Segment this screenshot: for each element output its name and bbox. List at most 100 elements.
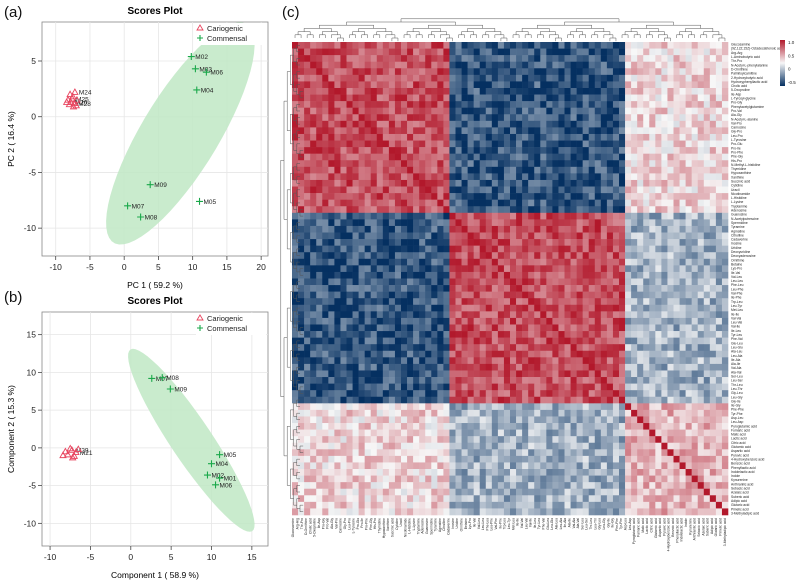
x-tick-label: 20 [256, 262, 266, 272]
heatmap-cell [613, 436, 619, 443]
heatmap-cell [516, 324, 522, 331]
heatmap-cell [377, 101, 383, 108]
heatmap-cell [347, 279, 353, 286]
heatmap-cell [649, 469, 655, 476]
heatmap-cell [425, 167, 431, 174]
heatmap-cell [510, 141, 516, 148]
heatmap-cell [631, 344, 637, 351]
heatmap-cell [680, 213, 686, 220]
heatmap-cell [322, 101, 328, 108]
heatmap-cell [698, 292, 704, 299]
heatmap-cell [449, 167, 455, 174]
heatmap-cell [516, 108, 522, 115]
heatmap-cell [710, 101, 716, 108]
heatmap-cell [498, 81, 504, 88]
heatmap-cell [498, 344, 504, 351]
heatmap-cell [480, 265, 486, 272]
heatmap-cell [310, 397, 316, 404]
heatmap-cell [328, 364, 334, 371]
heatmap-cell [383, 370, 389, 377]
heatmap-cell [322, 462, 328, 469]
heatmap-cell [686, 75, 692, 82]
heatmap-cell [546, 252, 552, 259]
heatmap-cell [334, 68, 340, 75]
heatmap-cell [340, 377, 346, 384]
heatmap-cell [577, 213, 583, 220]
heatmap-cell [377, 187, 383, 194]
heatmap-cell [577, 121, 583, 128]
heatmap-cell [456, 390, 462, 397]
heatmap-cell [516, 62, 522, 69]
heatmap-cell [680, 193, 686, 200]
heatmap-cell [716, 101, 722, 108]
heatmap-cell [316, 377, 322, 384]
heatmap-cell [558, 272, 564, 279]
heatmap-cell [698, 121, 704, 128]
heatmap-cell [340, 147, 346, 154]
heatmap-cell [401, 462, 407, 469]
heatmap-cell [365, 68, 371, 75]
heatmap-cell [583, 75, 589, 82]
heatmap-cell [571, 147, 577, 154]
heatmap-cell [577, 311, 583, 318]
heatmap-cell [534, 384, 540, 391]
heatmap-cell [462, 364, 468, 371]
heatmap-cell [340, 68, 346, 75]
heatmap-cell [480, 187, 486, 194]
heatmap-cell [462, 95, 468, 102]
heatmap-cell [613, 42, 619, 49]
heatmap-cell [462, 436, 468, 443]
heatmap-cell [413, 160, 419, 167]
heatmap-cell [552, 265, 558, 272]
heatmap-cell [334, 265, 340, 272]
heatmap-cell [371, 364, 377, 371]
heatmap-cell [674, 160, 680, 167]
heatmap-cell [692, 410, 698, 417]
heatmap-cell [304, 430, 310, 437]
heatmap-cell [571, 88, 577, 95]
heatmap-cell [667, 265, 673, 272]
point-label: M05 [224, 452, 237, 459]
heatmap-cell [486, 213, 492, 220]
heatmap-cell [340, 233, 346, 240]
heatmap-cell [552, 42, 558, 49]
heatmap-cell [419, 160, 425, 167]
heatmap-cell [498, 180, 504, 187]
heatmap-cell [692, 121, 698, 128]
heatmap-cell [595, 233, 601, 240]
heatmap-cell [468, 193, 474, 200]
heatmap-cell [443, 305, 449, 312]
heatmap-cell [510, 344, 516, 351]
heatmap-cell [595, 226, 601, 233]
heatmap-cell [601, 206, 607, 213]
heatmap-cell [667, 49, 673, 56]
heatmap-cell [528, 311, 534, 318]
heatmap-cell [443, 88, 449, 95]
chart-title: Scores Plot [127, 6, 183, 17]
heatmap-cell [456, 259, 462, 266]
heatmap-cell [413, 55, 419, 62]
heatmap-cell [347, 344, 353, 351]
heatmap-cell [474, 154, 480, 161]
heatmap-cell [540, 476, 546, 483]
heatmap-cell [516, 364, 522, 371]
heatmap-cell [389, 318, 395, 325]
heatmap-cell [383, 351, 389, 358]
heatmap-cell [498, 351, 504, 358]
heatmap-cell [716, 298, 722, 305]
heatmap-cell [340, 272, 346, 279]
heatmap-cell [631, 357, 637, 364]
heatmap-cell [353, 49, 359, 56]
heatmap-cell [322, 370, 328, 377]
heatmap-cell [413, 62, 419, 69]
heatmap-cell [383, 173, 389, 180]
heatmap-cell [425, 351, 431, 358]
heatmap-cell [486, 200, 492, 207]
legend-label: Cariogenic [207, 24, 243, 33]
heatmap-cell [546, 436, 552, 443]
heatmap-cell [462, 370, 468, 377]
heatmap-cell [583, 108, 589, 115]
heatmap-cell [667, 154, 673, 161]
heatmap-cell [407, 49, 413, 56]
